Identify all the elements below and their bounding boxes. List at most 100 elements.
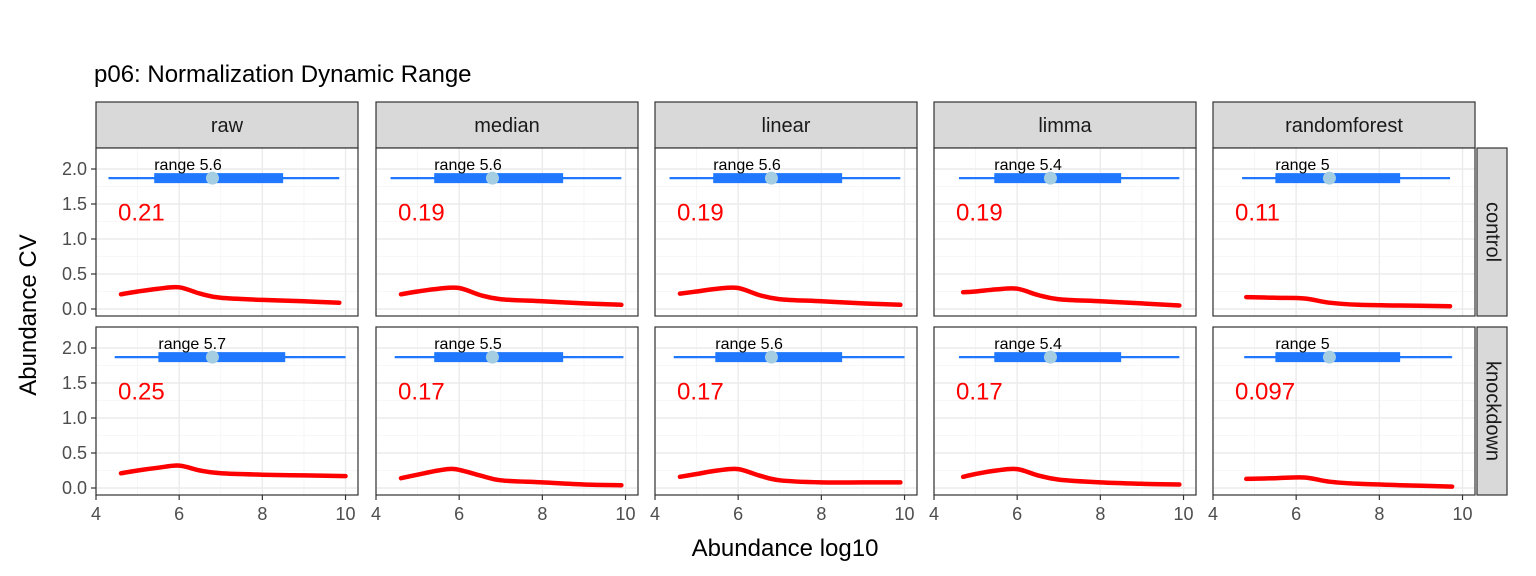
panel-border <box>1212 147 1476 317</box>
cv-curve <box>677 466 903 485</box>
panel-border <box>95 326 359 496</box>
x-axis-title: Abundance log10 <box>692 535 879 562</box>
x-tick-label: 10 <box>1174 504 1194 524</box>
cv-curve <box>677 285 903 308</box>
chart-title: p06: Normalization Dynamic Range <box>94 61 472 88</box>
strip-label: linear <box>762 115 811 137</box>
panel-border <box>95 147 359 317</box>
x-tick-label: 10 <box>1453 504 1473 524</box>
panel-border <box>375 147 639 317</box>
y-tick-label: 0.0 <box>62 299 87 319</box>
x-tick-label: 8 <box>257 504 267 524</box>
x-tick-label: 6 <box>1291 504 1301 524</box>
cv-curve <box>118 284 342 305</box>
panel-knockdown-linear: range 5.6 0.17 4 6 8 10 <box>650 326 918 524</box>
panel-control-raw: range 5.6 0.21 0.0 0.5 1.0 1.5 2.0 <box>62 147 359 319</box>
cv-curve <box>118 463 348 479</box>
plot-area: raw median linear limma randomforest control k… <box>62 101 1508 524</box>
cv-label: 0.17 <box>956 379 1003 406</box>
strip-label: limma <box>1038 115 1092 137</box>
panel-border <box>1212 326 1476 496</box>
median-point <box>205 171 219 185</box>
strip-raw <box>95 101 359 149</box>
strip-limma <box>933 101 1197 149</box>
strip-label: control <box>1482 202 1504 262</box>
panel-knockdown-median: range 5.5 0.17 4 6 8 10 <box>371 326 639 524</box>
x-tick-label: 10 <box>336 504 356 524</box>
x-tick-label: 4 <box>650 504 660 524</box>
range-label: range 5.6 <box>715 336 783 353</box>
x-tick-label: 8 <box>816 504 826 524</box>
median-point <box>205 350 219 364</box>
x-tick-label: 6 <box>454 504 464 524</box>
panel-border <box>933 326 1197 496</box>
y-tick-label: 2.0 <box>62 338 87 358</box>
cv-curve <box>398 466 624 488</box>
median-point <box>1043 171 1057 185</box>
median-point <box>764 171 778 185</box>
median-point <box>485 350 499 364</box>
cv-label: 0.11 <box>1235 200 1280 227</box>
strip-median <box>375 101 639 149</box>
panel-control-linear: range 5.6 0.19 <box>654 147 918 317</box>
x-tick-label: 4 <box>929 504 939 524</box>
range-label: range 5.6 <box>154 157 222 174</box>
range-label: range 5.4 <box>994 336 1062 353</box>
strip-linear <box>654 101 918 149</box>
x-tick-label: 10 <box>895 504 915 524</box>
panel-border <box>654 147 918 317</box>
panel-border <box>933 147 1197 317</box>
y-tick-label: 0.5 <box>62 443 87 463</box>
y-tick-label: 1.0 <box>62 229 87 249</box>
panel-control-randomforest: range 5 0.11 <box>1212 147 1476 317</box>
range-label: range 5.5 <box>434 336 502 353</box>
x-tick-label: 10 <box>616 504 636 524</box>
x-tick-label: 8 <box>537 504 547 524</box>
range-label: range 5.7 <box>158 336 226 353</box>
strip-label: randomforest <box>1285 115 1403 137</box>
cv-curve <box>1244 475 1455 489</box>
x-tick-label: 6 <box>174 504 184 524</box>
cv-label: 0.097 <box>1235 379 1295 406</box>
median-point <box>485 171 499 185</box>
y-tick-label: 2.0 <box>62 159 87 179</box>
median-point <box>1043 350 1057 364</box>
cv-curve <box>398 285 624 308</box>
median-point <box>1322 350 1336 364</box>
x-tick-label: 8 <box>1095 504 1105 524</box>
cv-curve <box>960 286 1182 308</box>
panel-knockdown-limma: range 5.4 0.17 4 6 8 10 <box>929 326 1197 524</box>
strip-knockdown <box>1476 326 1508 496</box>
panel-border <box>375 326 639 496</box>
y-axis-title: Abundance CV <box>15 234 42 395</box>
cv-label: 0.17 <box>398 379 445 406</box>
range-label: range 5.4 <box>994 157 1062 174</box>
y-tick-label: 1.5 <box>62 194 87 214</box>
cv-curve <box>960 466 1182 487</box>
median-point <box>1322 171 1336 185</box>
panel-control-limma: range 5.4 0.19 <box>933 147 1197 317</box>
x-tick-label: 4 <box>1208 504 1218 524</box>
x-tick-label: 6 <box>1012 504 1022 524</box>
y-tick-label: 0.5 <box>62 264 87 284</box>
y-tick-label: 1.0 <box>62 408 87 428</box>
cv-label: 0.21 <box>118 200 165 227</box>
cv-label: 0.17 <box>677 379 724 406</box>
cv-label: 0.25 <box>118 379 165 406</box>
strip-label: knockdown <box>1482 361 1504 461</box>
strip-control <box>1476 147 1508 317</box>
panel-knockdown-randomforest: range 5 0.097 4 6 8 10 <box>1208 326 1476 524</box>
range-label: range 5.6 <box>434 157 502 174</box>
x-tick-label: 4 <box>91 504 101 524</box>
median-point <box>764 350 778 364</box>
cv-label: 0.19 <box>398 200 445 227</box>
strip-label: raw <box>211 115 244 137</box>
range-label: range 5 <box>1275 336 1329 353</box>
range-label: range 5.6 <box>713 157 781 174</box>
cv-label: 0.19 <box>956 200 1003 227</box>
cv-curve <box>1244 294 1453 309</box>
panel-knockdown-raw: range 5.7 0.25 0.0 0.5 1.0 1.5 2.0 4 6 8 10 <box>62 326 359 524</box>
x-tick-label: 8 <box>1374 504 1384 524</box>
panel-border <box>654 326 918 496</box>
